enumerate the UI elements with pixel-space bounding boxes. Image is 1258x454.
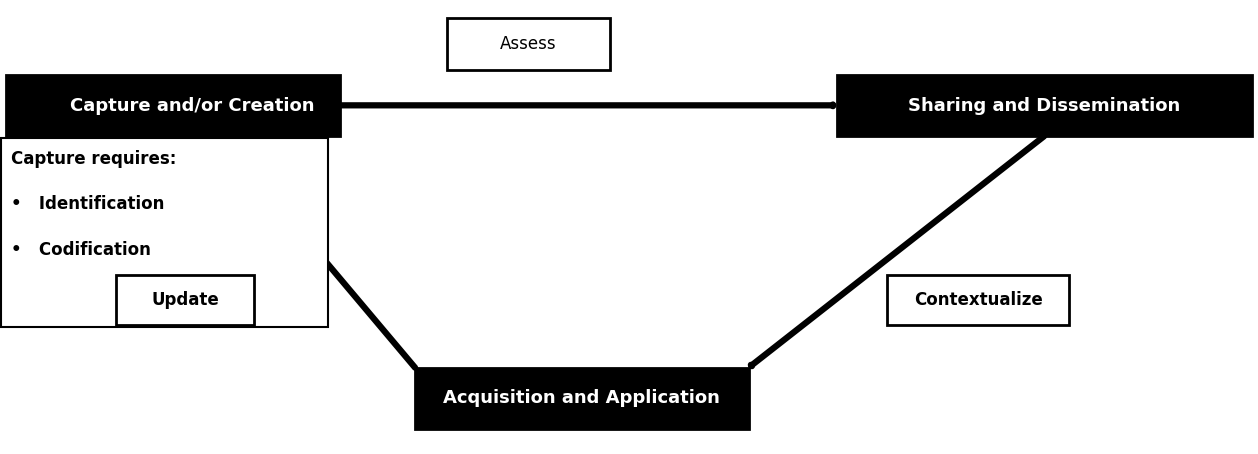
Text: Capture and/or Creation: Capture and/or Creation (69, 97, 314, 114)
Text: Assess: Assess (499, 35, 557, 53)
Text: Sharing and Dissemination: Sharing and Dissemination (908, 97, 1180, 114)
FancyBboxPatch shape (447, 18, 610, 70)
FancyBboxPatch shape (837, 75, 1252, 136)
Text: •   Codification: • Codification (11, 241, 151, 259)
Text: Capture requires:: Capture requires: (11, 150, 176, 168)
Text: Update: Update (151, 291, 219, 309)
FancyBboxPatch shape (415, 368, 749, 429)
Text: •   Identification: • Identification (11, 195, 165, 213)
FancyBboxPatch shape (116, 275, 254, 325)
FancyBboxPatch shape (1, 138, 328, 327)
Text: Contextualize: Contextualize (913, 291, 1043, 309)
FancyBboxPatch shape (887, 275, 1069, 325)
Text: Acquisition and Application: Acquisition and Application (443, 390, 721, 407)
FancyBboxPatch shape (6, 75, 340, 136)
